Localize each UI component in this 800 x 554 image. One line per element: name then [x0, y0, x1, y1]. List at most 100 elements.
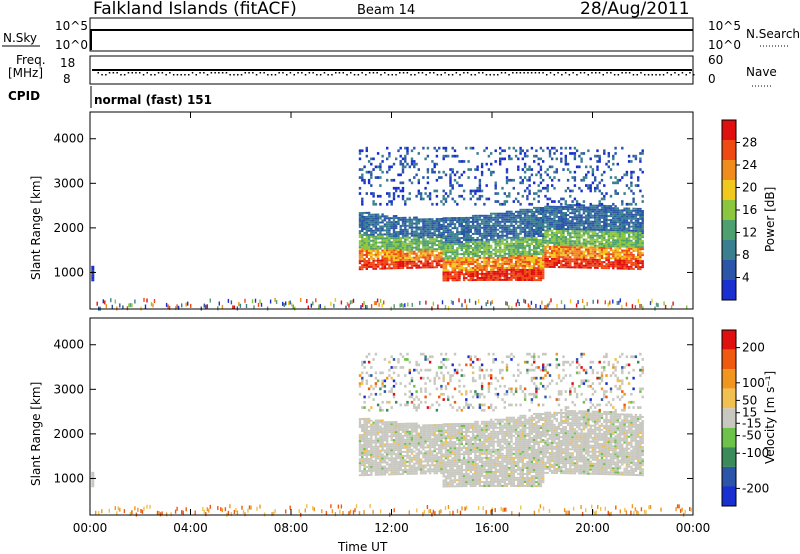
echo-cell — [469, 279, 472, 282]
freq-panel-frame — [89, 55, 694, 85]
echo-cell — [580, 228, 583, 231]
echo-cell — [519, 254, 522, 257]
echo-cell — [386, 217, 389, 220]
echo-cell — [612, 249, 615, 252]
noise-cell — [150, 302, 153, 307]
echo-cell — [505, 214, 509, 217]
echo-cell — [519, 181, 522, 185]
echo-cell — [553, 253, 556, 256]
echo-cell — [542, 227, 545, 229]
echo-cell — [557, 178, 561, 182]
echo-cell — [526, 279, 529, 281]
nave-dot — [595, 72, 597, 74]
echo-cell — [600, 238, 604, 241]
echo-cell — [444, 146, 448, 150]
echo-cell — [426, 168, 430, 171]
echo-cell — [363, 181, 366, 185]
noise-cell — [657, 303, 659, 308]
echo-cell — [609, 243, 613, 246]
echo-cell — [397, 265, 400, 268]
echo-cell — [401, 267, 405, 269]
echo-cell — [483, 236, 486, 239]
echo-cell — [514, 250, 518, 253]
noise-cell — [291, 302, 293, 307]
echo-cell — [376, 461, 380, 464]
echo-cell — [363, 406, 366, 409]
echo-cell — [480, 246, 484, 249]
echo-cell — [462, 219, 466, 221]
echo-cell — [596, 260, 599, 263]
echo-cell — [465, 263, 468, 266]
echo-cell — [625, 251, 629, 254]
echo-cell — [460, 227, 463, 229]
echo-cell — [582, 200, 586, 203]
noise-cell — [168, 305, 171, 310]
echo-cell — [539, 277, 543, 280]
noise-cell — [254, 298, 257, 303]
echo-cell — [539, 231, 543, 233]
echo-cell — [639, 152, 642, 155]
echo-cell — [383, 241, 387, 244]
echo-cell — [374, 219, 378, 222]
echo-cell — [548, 241, 552, 244]
echo-cell — [528, 265, 531, 267]
echo-cell — [381, 421, 384, 424]
echo-cell — [621, 265, 624, 268]
nave-dot — [433, 72, 435, 74]
echo-cell — [462, 221, 466, 223]
echo-cell — [585, 184, 588, 187]
echo-cell — [365, 266, 368, 268]
echo-cell — [603, 197, 606, 201]
echo-cell — [627, 186, 631, 190]
echo-cell — [388, 249, 391, 252]
echo-cell — [379, 421, 382, 424]
echo-cell — [383, 443, 387, 446]
echo-cell — [388, 239, 391, 242]
echo-cell — [376, 247, 380, 250]
noise-cell — [535, 303, 537, 308]
echo-cell — [442, 221, 445, 224]
echo-cell — [379, 241, 382, 244]
echo-cell — [397, 249, 400, 252]
echo-cell — [585, 230, 588, 233]
echo-cell — [605, 253, 608, 256]
echo-cell — [490, 264, 493, 267]
echo-cell — [537, 279, 540, 282]
echo-cell — [501, 234, 504, 237]
echo-cell — [582, 260, 586, 263]
nave-dot — [327, 74, 329, 76]
echo-cell — [465, 271, 468, 274]
echo-cell — [530, 208, 534, 211]
echo-cell — [630, 217, 633, 220]
echo-cell — [388, 245, 391, 248]
echo-cell — [392, 245, 396, 248]
echo-cell — [363, 224, 366, 226]
echo-cell — [566, 230, 570, 233]
echo-cell — [476, 238, 479, 241]
echo-cell — [571, 208, 574, 211]
echo-cell — [548, 247, 552, 250]
echo-cell — [562, 254, 565, 257]
noise-cell — [244, 298, 246, 303]
echo-cell — [474, 224, 477, 227]
echo-cell — [582, 244, 586, 247]
echo-cell — [381, 459, 384, 462]
echo-cell — [627, 253, 631, 256]
noise-cell — [257, 302, 260, 307]
echo-cell — [596, 206, 599, 209]
echo-cell — [566, 220, 570, 223]
echo-cell — [415, 226, 418, 229]
echo-cell — [632, 243, 635, 246]
echo-cell — [607, 265, 610, 268]
echo-cell — [388, 368, 391, 372]
echo-cell — [442, 235, 445, 238]
echo-cell — [512, 266, 515, 269]
echo-cell — [410, 234, 414, 237]
echo-cell — [428, 250, 432, 253]
echo-cell — [596, 264, 599, 267]
echo-cell — [447, 231, 450, 234]
echo-cell — [530, 267, 534, 269]
nave-dot — [640, 72, 642, 74]
noise-cell — [345, 305, 347, 310]
echo-cell — [546, 241, 549, 244]
